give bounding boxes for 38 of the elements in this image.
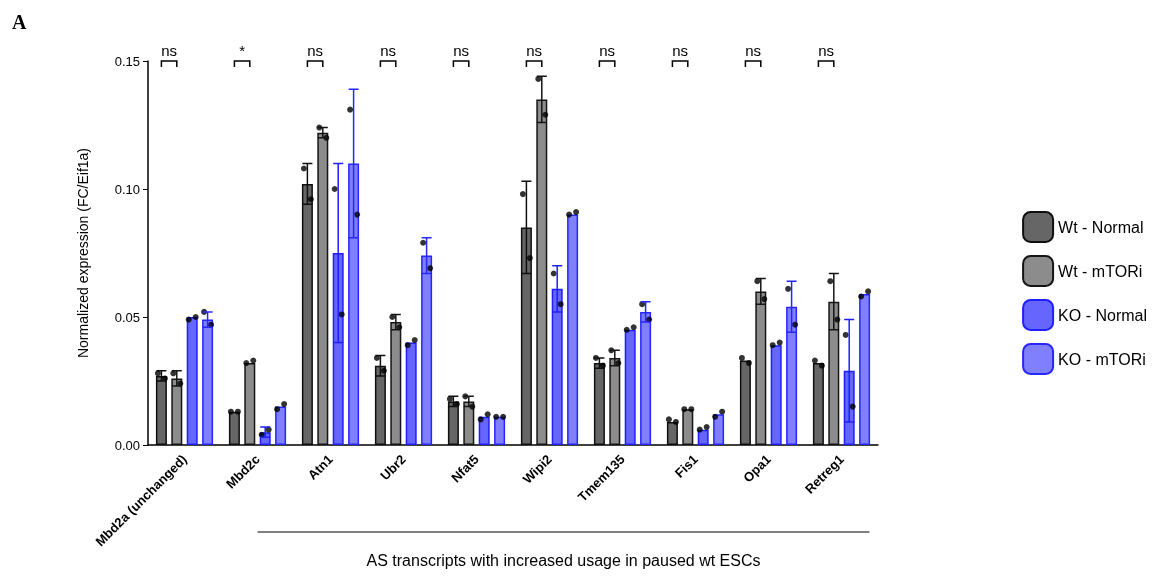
bar — [624, 329, 636, 445]
bar — [812, 363, 824, 445]
text: ns — [818, 42, 835, 59]
bar — [478, 416, 490, 445]
text: * — [239, 42, 246, 59]
text: A — [12, 11, 27, 33]
bar — [682, 409, 694, 445]
bar — [697, 429, 709, 445]
y-tick-label: 0.05 — [114, 309, 140, 325]
text: ns — [599, 42, 616, 59]
y-tick-label: 0.15 — [114, 53, 140, 69]
bar — [275, 406, 287, 445]
bar — [770, 345, 782, 445]
bar — [859, 293, 871, 445]
text: ns — [526, 42, 543, 59]
bar — [739, 360, 751, 445]
legend-label: Wt - mTORi — [1058, 262, 1143, 280]
x-axis-title: AS transcripts with increased usage in paused wt ESCs — [366, 551, 761, 569]
text: ns — [307, 42, 324, 59]
text: ns — [380, 42, 397, 59]
y-axis-title: Normalized expression (FC/Eif1a) — [75, 147, 91, 359]
legend-label: KO - Normal — [1058, 306, 1148, 324]
bar — [405, 342, 417, 445]
text: ns — [161, 42, 178, 59]
bar — [494, 416, 506, 445]
text: ns — [453, 42, 470, 59]
bar — [713, 414, 725, 445]
bar — [244, 363, 256, 445]
bar — [186, 317, 198, 445]
bar — [567, 214, 579, 445]
legend-label: KO - mTORi — [1058, 350, 1146, 368]
y-tick-label: 0.00 — [114, 437, 140, 453]
text: ns — [672, 42, 689, 59]
legend-label: Wt - Normal — [1058, 218, 1144, 236]
text: ns — [745, 42, 762, 59]
bar — [228, 411, 240, 445]
y-tick-label: 0.10 — [114, 181, 140, 197]
bar — [666, 421, 678, 445]
